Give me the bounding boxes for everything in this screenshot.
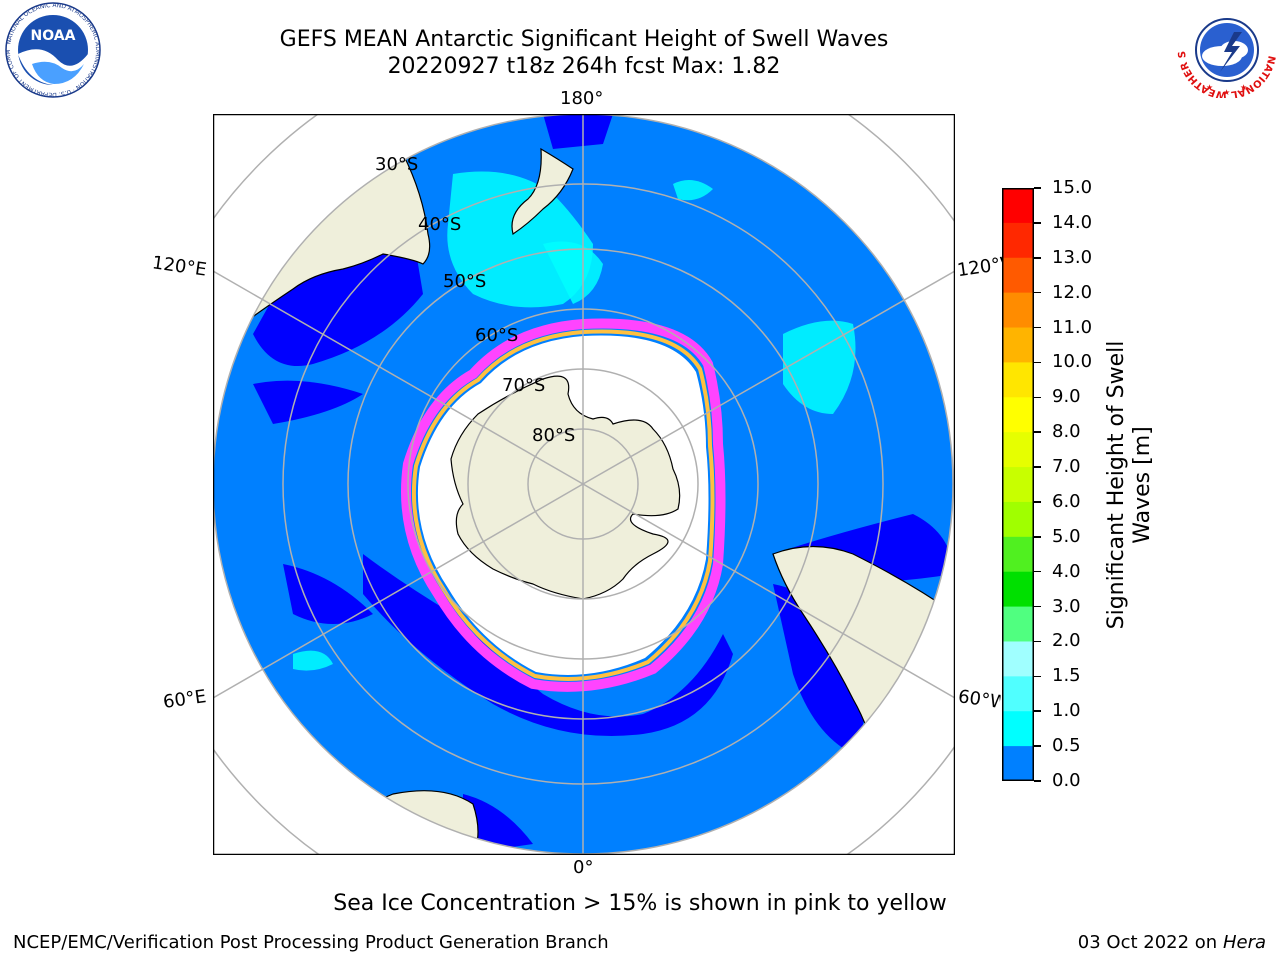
colorbar-segment [1002, 571, 1034, 608]
colorbar-tick-mark [1034, 222, 1041, 224]
svg-text:NOAA: NOAA [31, 28, 76, 44]
date-stamp: 03 Oct 2022 on Hera [1077, 932, 1266, 953]
antarctic-map: 30°S 40°S 50°S 60°S 70°S 80°S [213, 114, 955, 855]
colorbar-tick-label: 13.0 [1052, 246, 1093, 268]
lat-label-40s: 40°S [418, 214, 461, 235]
colorbar-tick-label: 12.0 [1052, 281, 1093, 303]
colorbar-tick-label: 5.0 [1052, 525, 1081, 547]
colorbar-tick-label: 6.0 [1052, 490, 1081, 512]
colorbar-segment [1002, 467, 1034, 503]
low-swell-region [253, 380, 363, 424]
colorbar-tick-label: 2.0 [1052, 630, 1081, 652]
graticule [213, 114, 955, 855]
colorbar-tick-label: 0.5 [1052, 735, 1081, 757]
colorbar-tick-label: 11.0 [1052, 316, 1093, 338]
lat-label-70s: 70°S [502, 375, 545, 396]
colorbar [1002, 188, 1034, 781]
colorbar-tick-label: 10.0 [1052, 351, 1093, 373]
forecast-subtitle: 20220927 t18z 264h fcst Max: 1.82 [387, 54, 781, 79]
colorbar-tick-label: 3.0 [1052, 595, 1081, 617]
colorbar-segment [1002, 188, 1034, 224]
low-swell-region [283, 564, 373, 624]
colorbar-tick-mark [1034, 570, 1041, 573]
svg-text:★: ★ [1223, 88, 1230, 97]
colorbar-tick-mark [1034, 187, 1041, 189]
nws-logo-icon: NATIONAL WEATHER SERVICE ★ ★ ★ [1176, 2, 1277, 98]
colorbar-tick-mark [1034, 501, 1041, 503]
colorbar-segment [1002, 222, 1034, 259]
colorbar-segment [1002, 711, 1034, 747]
colorbar-tick-mark [1034, 361, 1041, 364]
colorbar-segment [1002, 362, 1034, 398]
sea-ice-edge [401, 318, 726, 692]
colorbar-segment [1002, 606, 1034, 642]
lat-label-60s: 60°S [475, 325, 518, 346]
colorbar-segment [1002, 746, 1034, 781]
colorbar-tick-label: 15.0 [1052, 177, 1093, 198]
lat-label-80s: 80°S [532, 425, 575, 446]
new-zealand-landmass [511, 147, 574, 235]
colorbar-label: Significant Height of Swell Waves [m] [1104, 340, 1155, 630]
high-swell-region [293, 650, 333, 671]
colorbar-tick-mark [1034, 675, 1041, 678]
colorbar-segment [1002, 257, 1034, 294]
map-title: GEFS MEAN Antarctic Significant Height o… [279, 27, 889, 52]
colorbar-segment [1002, 327, 1034, 363]
high-swell-region [783, 320, 856, 414]
colorbar-segment [1002, 397, 1034, 433]
high-swell-region [673, 180, 713, 201]
colorbar-tick-label: 9.0 [1052, 386, 1081, 408]
colorbar-tick-mark [1034, 536, 1041, 538]
antarctica-landmass [450, 375, 681, 600]
colorbar-tick-mark [1034, 605, 1041, 608]
colorbar-tick-mark [1034, 291, 1041, 294]
credit-line: NCEP/EMC/Verification Post Processing Pr… [13, 932, 609, 953]
colorbar-tick-label: 4.0 [1052, 560, 1081, 582]
colorbar-tick-mark [1034, 466, 1041, 468]
colorbar-tick-label: 7.0 [1052, 456, 1081, 478]
lat-label-50s: 50°S [443, 271, 486, 292]
colorbar-tick-mark [1034, 257, 1041, 259]
colorbar-segment [1002, 292, 1034, 329]
high-swell-region [447, 171, 593, 308]
svg-text:★: ★ [1240, 83, 1247, 92]
colorbar-tick-mark [1034, 780, 1041, 782]
low-swell-region [363, 554, 733, 736]
sea-ice-edge [412, 329, 715, 681]
svg-text:★: ★ [1206, 83, 1213, 92]
lon-label-180: 180° [560, 88, 604, 109]
lon-label-120e: 120°E [150, 252, 208, 281]
colorbar-segment [1002, 641, 1034, 677]
colorbar-segment [1002, 501, 1034, 538]
colorbar-tick-mark [1034, 431, 1041, 433]
colorbar-tick-mark [1034, 396, 1041, 399]
colorbar-tick-label: 1.5 [1052, 665, 1081, 687]
colorbar-tick-label: 0.0 [1052, 770, 1081, 791]
lon-label-60w: 60°W [956, 686, 1002, 713]
lon-label-60e: 60°E [161, 686, 208, 713]
colorbar-tick-mark [1034, 326, 1041, 329]
colorbar-tick-mark [1034, 710, 1041, 712]
colorbar-segment [1002, 432, 1034, 468]
colorbar-tick-mark [1034, 640, 1041, 643]
colorbar-segment [1002, 536, 1034, 573]
colorbar-tick-label: 14.0 [1052, 211, 1093, 233]
colorbar-tick-mark [1034, 745, 1041, 747]
low-swell-region [543, 114, 613, 149]
lon-label-0: 0° [573, 857, 594, 878]
sea-ice-caption: Sea Ice Concentration > 15% is shown in … [333, 891, 947, 916]
noaa-logo-icon: NATIONAL OCEANIC AND ATMOSPHERIC ADMINIS… [2, 2, 101, 98]
lat-label-30s: 30°S [375, 154, 418, 175]
machine-name: Hera [1222, 932, 1266, 953]
colorbar-tick-label: 8.0 [1052, 421, 1081, 443]
high-swell-region [543, 241, 603, 304]
colorbar-segment [1002, 676, 1034, 712]
colorbar-tick-label: 1.0 [1052, 700, 1081, 722]
